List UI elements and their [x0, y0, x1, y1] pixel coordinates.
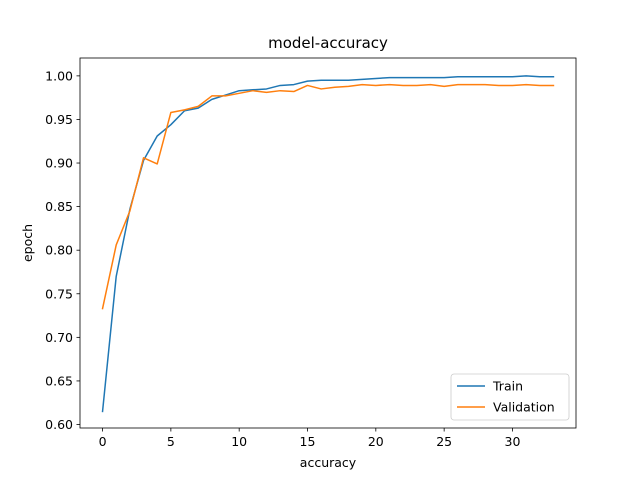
y-tick-label: 0.70 [45, 330, 73, 345]
x-tick-label: 20 [368, 434, 384, 449]
series-line-validation [101, 83, 555, 310]
legend: Train Validation [450, 373, 570, 421]
x-tick-label: 5 [167, 434, 175, 449]
series-line-train [101, 75, 555, 413]
x-axis: 0 5 10 15 20 25 30 [99, 428, 521, 449]
x-tick-label: 30 [505, 434, 521, 449]
x-tick-label: 15 [300, 434, 316, 449]
legend-label-train: Train [492, 379, 523, 394]
plot-frame [79, 57, 577, 429]
legend-label-validation: Validation [493, 400, 555, 415]
y-axis: 0.60 0.65 0.70 0.75 0.80 0.85 0.90 0.95 1.00 [45, 68, 80, 432]
chart-title: model-accuracy [268, 34, 388, 52]
x-tick-label: 10 [231, 434, 247, 449]
x-axis-label: accuracy [300, 455, 357, 470]
y-tick-label: 0.95 [45, 112, 73, 127]
y-tick-label: 0.75 [45, 286, 73, 301]
y-axis-label: epoch [20, 224, 35, 262]
y-tick-label: 1.00 [45, 68, 73, 83]
x-tick-label: 25 [436, 434, 452, 449]
plot-area [101, 75, 555, 413]
x-tick-label: 0 [99, 434, 107, 449]
y-tick-label: 0.65 [45, 373, 73, 388]
y-tick-label: 0.90 [45, 156, 73, 171]
y-tick-label: 0.60 [45, 417, 73, 432]
y-tick-label: 0.80 [45, 243, 73, 258]
y-tick-label: 0.85 [45, 199, 73, 214]
